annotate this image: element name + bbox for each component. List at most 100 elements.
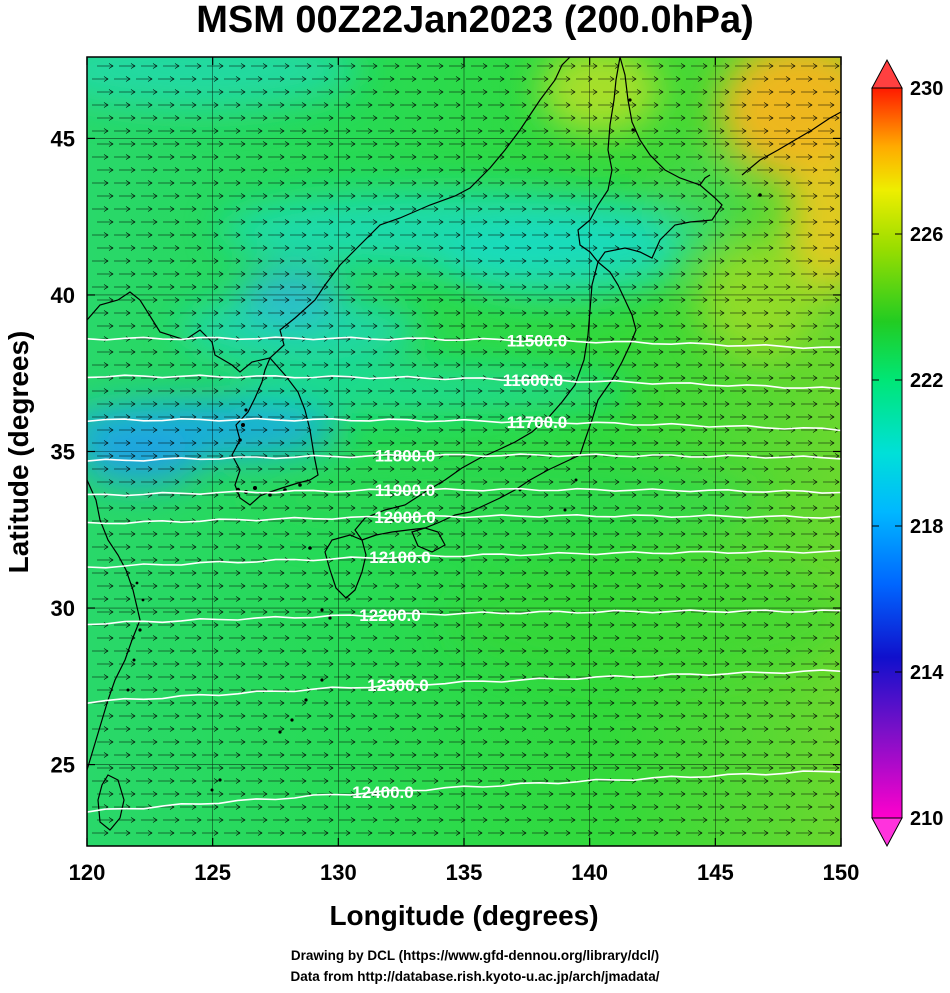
- wind-arrow: [779, 531, 796, 537]
- wind-arrow: [97, 583, 114, 589]
- wind-arrow: [466, 804, 483, 810]
- wind-arrow: [185, 557, 202, 563]
- wind-arrow: [510, 830, 527, 836]
- wind-arrow: [471, 557, 488, 563]
- wind-arrow: [537, 531, 554, 537]
- wind-arrow: [774, 804, 791, 810]
- wind-arrow: [334, 492, 351, 498]
- wind-arrow: [251, 167, 268, 173]
- wind-arrow: [735, 739, 752, 745]
- wind-arrow: [114, 388, 131, 394]
- wind-arrow: [136, 284, 153, 290]
- wind-arrow: [664, 518, 681, 524]
- wind-arrow: [488, 388, 505, 394]
- wind-arrow: [554, 414, 571, 420]
- wind-arrow: [757, 219, 774, 225]
- wind-arrow: [620, 440, 637, 446]
- wind-arrow: [466, 362, 483, 368]
- wind-arrow: [488, 180, 505, 186]
- wind-arrow: [493, 219, 510, 225]
- wind-arrow: [334, 388, 351, 394]
- wind-arrow: [735, 115, 752, 121]
- wind-arrow: [823, 505, 840, 511]
- wind-arrow: [224, 726, 241, 732]
- wind-arrow: [224, 700, 241, 706]
- wind-arrow: [356, 284, 373, 290]
- wind-arrow: [818, 518, 835, 524]
- wind-arrow: [422, 180, 439, 186]
- wind-arrow: [444, 440, 461, 446]
- wind-arrow: [796, 752, 813, 758]
- wind-arrow: [334, 102, 351, 108]
- wind-arrow: [97, 323, 114, 329]
- wind-arrow: [686, 388, 703, 394]
- wind-arrow: [796, 76, 813, 82]
- wind-arrow: [559, 583, 576, 589]
- wind-arrow: [691, 245, 708, 251]
- wind-arrow: [603, 115, 620, 121]
- wind-arrow: [163, 349, 180, 355]
- wind-arrow: [669, 687, 686, 693]
- wind-arrow: [554, 596, 571, 602]
- wind-arrow: [405, 349, 422, 355]
- wind-arrow: [290, 830, 307, 836]
- wind-arrow: [796, 336, 813, 342]
- wind-arrow: [691, 193, 708, 199]
- wind-arrow: [383, 661, 400, 667]
- wind-arrow: [141, 427, 158, 433]
- wind-arrow: [422, 778, 439, 784]
- wind-arrow: [581, 297, 598, 303]
- wind-arrow: [158, 596, 175, 602]
- wind-arrow: [823, 531, 840, 537]
- wind-arrow: [642, 206, 659, 212]
- wind-arrow: [708, 570, 725, 576]
- wind-arrow: [603, 635, 620, 641]
- wind-arrow: [730, 180, 747, 186]
- wind-arrow: [686, 518, 703, 524]
- wind-arrow: [180, 648, 197, 654]
- wind-arrow: [119, 453, 136, 459]
- wind-arrow: [119, 401, 136, 407]
- wind-arrow: [114, 778, 131, 784]
- wind-arrow: [444, 388, 461, 394]
- wind-arrow: [136, 414, 153, 420]
- wind-arrow: [185, 219, 202, 225]
- wind-arrow: [471, 505, 488, 511]
- wind-arrow: [471, 635, 488, 641]
- wind-arrow: [339, 765, 356, 771]
- wind-arrow: [383, 349, 400, 355]
- wind-arrow: [801, 817, 818, 823]
- wind-arrow: [488, 752, 505, 758]
- wind-arrow: [312, 726, 329, 732]
- wind-arrow: [735, 479, 752, 485]
- wind-arrow: [92, 674, 109, 680]
- wind-arrow: [356, 674, 373, 680]
- wind-arrow: [141, 349, 158, 355]
- wind-arrow: [581, 557, 598, 563]
- wind-arrow: [713, 791, 730, 797]
- wind-arrow: [224, 154, 241, 160]
- wind-arrow: [339, 349, 356, 355]
- wind-arrow: [449, 349, 466, 355]
- wind-arrow: [317, 89, 334, 95]
- wind-arrow: [471, 193, 488, 199]
- wind-arrow: [559, 817, 576, 823]
- wind-arrow: [180, 128, 197, 134]
- wind-arrow: [537, 713, 554, 719]
- wind-arrow: [383, 323, 400, 329]
- wind-arrow: [510, 128, 527, 134]
- wind-arrow: [207, 297, 224, 303]
- wind-arrow: [774, 76, 791, 82]
- wind-arrow: [444, 258, 461, 264]
- wind-arrow: [449, 401, 466, 407]
- wind-arrow: [752, 102, 769, 108]
- wind-arrow: [730, 362, 747, 368]
- wind-arrow: [246, 752, 263, 758]
- wind-arrow: [642, 492, 659, 498]
- wind-arrow: [383, 791, 400, 797]
- wind-arrow: [383, 427, 400, 433]
- wind-arrow: [400, 284, 417, 290]
- wind-arrow: [774, 232, 791, 238]
- wind-arrow: [273, 817, 290, 823]
